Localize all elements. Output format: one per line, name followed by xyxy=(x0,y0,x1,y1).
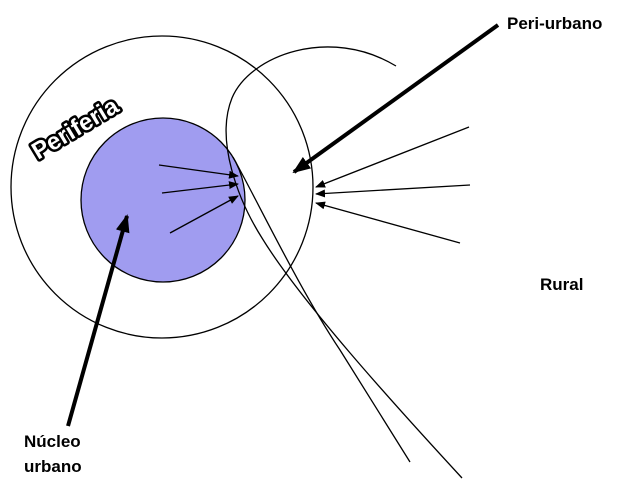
peri-urbano-pointer-arrow xyxy=(292,23,500,174)
nucleo-urbano-label-line1: Núcleo xyxy=(24,432,81,451)
arrow-core-2 xyxy=(161,181,239,194)
nucleo-urbano-label-line2: urbano xyxy=(24,457,82,476)
nucleo-urbano-core xyxy=(80,117,246,283)
peri-urbano-boundary xyxy=(225,46,463,479)
arrow-rural-3 xyxy=(315,201,461,244)
arrow-rural-2 xyxy=(315,184,471,198)
outer-boundary-line xyxy=(232,156,411,463)
periferia-ring xyxy=(10,35,314,339)
rural-to-periurban-arrows xyxy=(315,126,471,244)
arrow-core-3 xyxy=(169,195,239,234)
arrow-core-1 xyxy=(158,164,239,179)
nucleo-urbano-pointer-arrow xyxy=(66,214,130,427)
core-to-periurban-arrows xyxy=(158,164,239,234)
peri-urbano-label: Peri-urbano xyxy=(507,14,602,33)
arrow-rural-1 xyxy=(315,126,470,188)
rural-label: Rural xyxy=(540,275,583,294)
